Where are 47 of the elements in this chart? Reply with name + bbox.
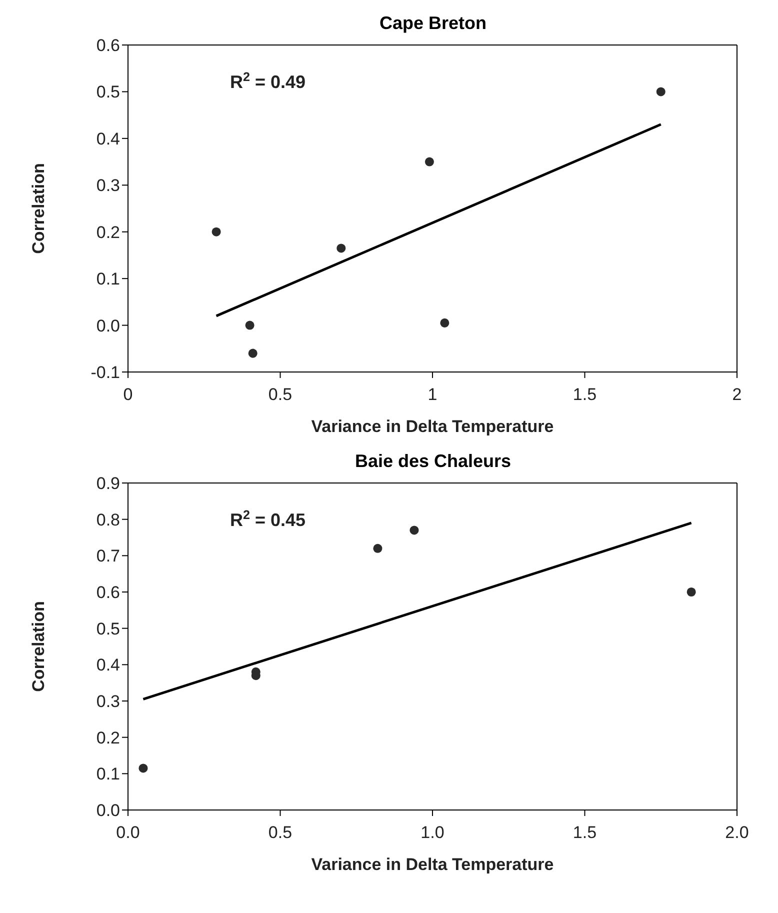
annotation: R$^{2}$ = 0.49 — [230, 70, 306, 92]
y-tick-label: 0.2 — [96, 222, 120, 242]
point — [138, 764, 148, 773]
y-tick-label: 0.6 — [96, 583, 120, 602]
x-axis-title: Variance in Delta Temperature — [311, 855, 554, 874]
y-tick-label: 0.4 — [96, 129, 120, 148]
x-tick-label: 0 — [123, 385, 133, 404]
point — [656, 87, 666, 96]
y-tick-label: 0.2 — [96, 728, 120, 748]
y-tick-label: 0.0 — [96, 801, 120, 820]
y-tick-label: 0.4 — [96, 656, 120, 675]
y-tick-label: -0.1 — [90, 363, 120, 382]
y-tick-label: 0.6 — [96, 36, 120, 56]
y-tick-label: 0.3 — [96, 692, 120, 712]
x-tick-label: 0.5 — [268, 823, 292, 842]
x-tick-label: 0.5 — [268, 385, 292, 404]
y-tick-label: 0.3 — [96, 176, 120, 196]
x-tick-label: 1.5 — [572, 385, 597, 404]
point — [373, 544, 382, 553]
point — [440, 318, 450, 328]
point — [336, 244, 346, 253]
point — [410, 526, 419, 535]
y-tick-label: 0.5 — [96, 619, 120, 638]
x-tick-label: 0.0 — [116, 823, 140, 842]
chart-title: Baie des Chaleurs — [354, 450, 512, 473]
y-tick-label: 0.7 — [96, 546, 120, 566]
y-tick-label: 0.1 — [96, 764, 120, 784]
y-tick-label: 0.0 — [96, 316, 120, 336]
y-axis-title: Correlation — [29, 163, 48, 254]
y-tick-label: 0.9 — [96, 474, 120, 494]
point — [248, 348, 258, 358]
point — [212, 227, 221, 236]
point — [424, 157, 434, 166]
x-tick-label: 1.0 — [420, 823, 444, 842]
x-tick-label: 1.5 — [572, 823, 597, 842]
x-tick-label: 2 — [732, 385, 742, 404]
x-tick-label: 1 — [428, 385, 438, 404]
chart-title: Cape Breton — [378, 12, 488, 35]
point — [245, 320, 254, 330]
point — [686, 587, 696, 597]
y-axis-title: Correlation — [29, 601, 48, 692]
y-tick-label: 0.1 — [96, 270, 120, 289]
x-axis-title: Variance in Delta Temperature — [311, 417, 554, 436]
annotation: R$^{2}$ = 0.45 — [230, 508, 306, 530]
x-tick-label: 2.0 — [725, 823, 749, 842]
y-tick-label: 0.8 — [96, 510, 120, 530]
y-tick-label: 0.5 — [96, 82, 120, 102]
